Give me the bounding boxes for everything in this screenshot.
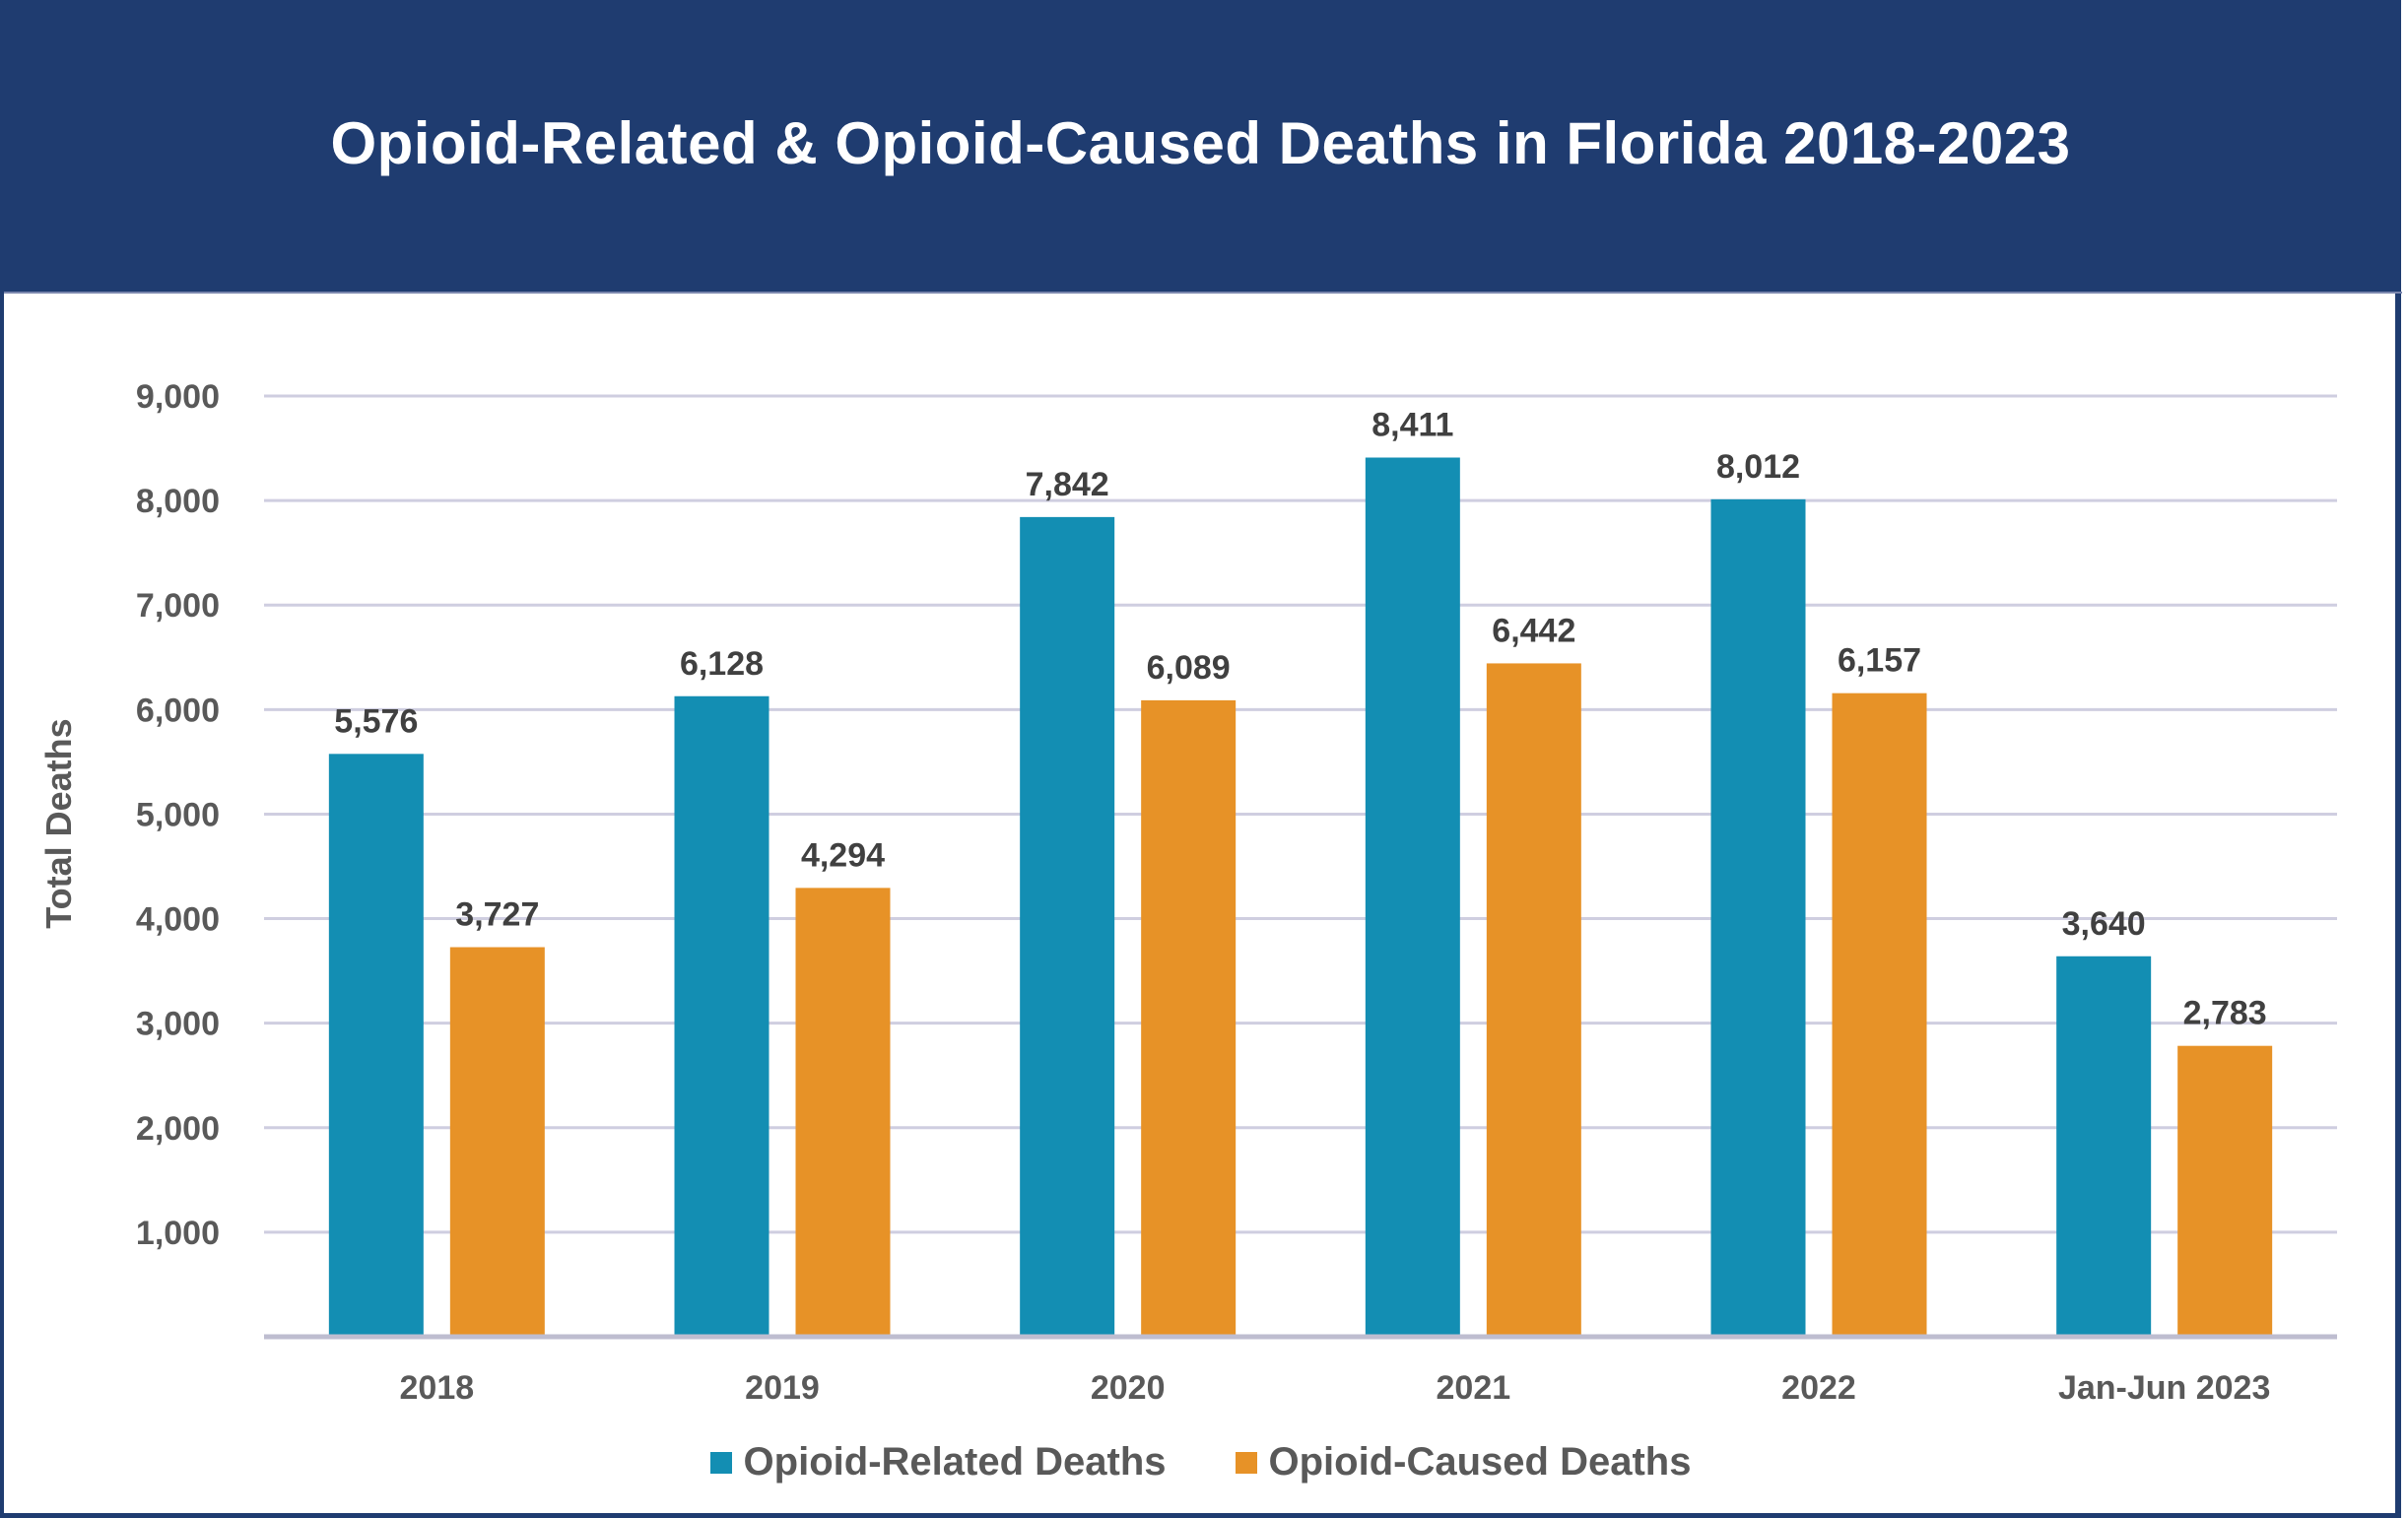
x-category-label: 2020	[1091, 1369, 1166, 1407]
legend-label-opioid-caused: Opioid-Caused Deaths	[1268, 1440, 1692, 1484]
x-category-label: 2022	[1781, 1369, 1856, 1407]
data-label: 4,294	[801, 836, 885, 874]
y-tick-label: 6,000	[136, 692, 220, 729]
y-axis-title: Total Deaths	[38, 718, 79, 928]
data-label: 3,727	[455, 896, 539, 934]
bar-opioid-caused-2020	[1141, 699, 1237, 1337]
chart-title: Opioid-Related & Opioid-Caused Deaths in…	[330, 109, 2071, 176]
legend-item-opioid-related[interactable]: Opioid-Related Deaths	[709, 1440, 1167, 1485]
legend: Opioid-Related Deaths Opioid-Caused Deat…	[0, 1440, 2401, 1485]
data-label: 6,089	[1147, 649, 1231, 687]
y-tick-label: 3,000	[136, 1006, 220, 1043]
data-label: 6,157	[1838, 642, 1921, 680]
data-label: 6,442	[1492, 612, 1575, 649]
y-tick-label: 1,000	[136, 1215, 220, 1252]
data-label: 6,128	[680, 645, 764, 683]
x-category-label: 2021	[1437, 1369, 1511, 1407]
x-category-label: 2018	[400, 1369, 475, 1407]
bar-opioid-related-2022	[1710, 498, 1806, 1337]
data-label: 5,576	[334, 702, 418, 740]
data-labels: 5,576 3,727 6,128 4,294 7,842 6,089 8,411 6,442…	[334, 406, 2266, 1031]
y-tick-label: 7,000	[136, 587, 220, 625]
chart-header: Opioid-Related & Opioid-Caused Deaths in…	[0, 0, 2401, 294]
bar-opioid-related-jan-jun-2023	[2056, 956, 2152, 1337]
y-tick-label: 9,000	[136, 378, 220, 416]
header-divider	[4, 292, 2402, 294]
data-label: 8,012	[1716, 448, 1800, 486]
data-label: 2,783	[2183, 995, 2267, 1032]
legend-swatch-opioid-caused	[1235, 1451, 1257, 1474]
bar-opioid-caused-jan-jun-2023	[2177, 1045, 2273, 1337]
legend-swatch-opioid-related	[709, 1451, 732, 1474]
x-category-label: Jan-Jun 2023	[2058, 1369, 2270, 1407]
bar-opioid-related-2021	[1365, 457, 1460, 1337]
y-axis-tick-labels: 1,000 2,000 3,000 4,000 5,000 6,000 7,000 8,000…	[136, 378, 220, 1252]
bar-opioid-related-2018	[328, 754, 424, 1337]
bar-opioid-caused-2021	[1486, 663, 1581, 1337]
legend-label-opioid-related: Opioid-Related Deaths	[743, 1440, 1167, 1484]
legend-item-opioid-caused[interactable]: Opioid-Caused Deaths	[1235, 1440, 1692, 1485]
bar-opioid-caused-2018	[449, 947, 545, 1337]
y-tick-label: 2,000	[136, 1110, 220, 1148]
y-tick-label: 5,000	[136, 796, 220, 833]
bar-opioid-caused-2019	[795, 888, 891, 1337]
bars	[328, 457, 2273, 1337]
x-axis-category-labels: 2018 2019 2020 2021 2022 Jan-Jun 2023	[400, 1369, 2271, 1407]
data-label: 8,411	[1371, 406, 1453, 443]
gridlines	[264, 394, 2337, 1234]
data-label: 7,842	[1026, 466, 1109, 503]
x-category-label: 2019	[745, 1369, 820, 1407]
y-tick-label: 4,000	[136, 901, 220, 939]
bar-opioid-related-2020	[1020, 516, 1115, 1337]
bar-opioid-caused-2022	[1832, 693, 1927, 1337]
data-label: 3,640	[2062, 905, 2146, 943]
bar-opioid-related-2019	[674, 695, 769, 1337]
y-tick-label: 8,000	[136, 483, 220, 520]
